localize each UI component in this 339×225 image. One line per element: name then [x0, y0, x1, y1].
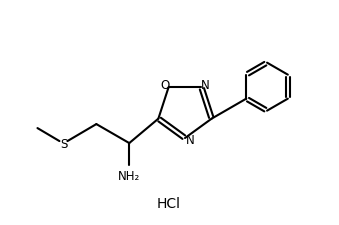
Text: NH₂: NH₂ — [118, 169, 140, 182]
Text: N: N — [186, 134, 194, 147]
Text: S: S — [60, 137, 67, 150]
Text: O: O — [160, 79, 169, 91]
Text: N: N — [201, 79, 210, 91]
Text: HCl: HCl — [157, 196, 181, 210]
